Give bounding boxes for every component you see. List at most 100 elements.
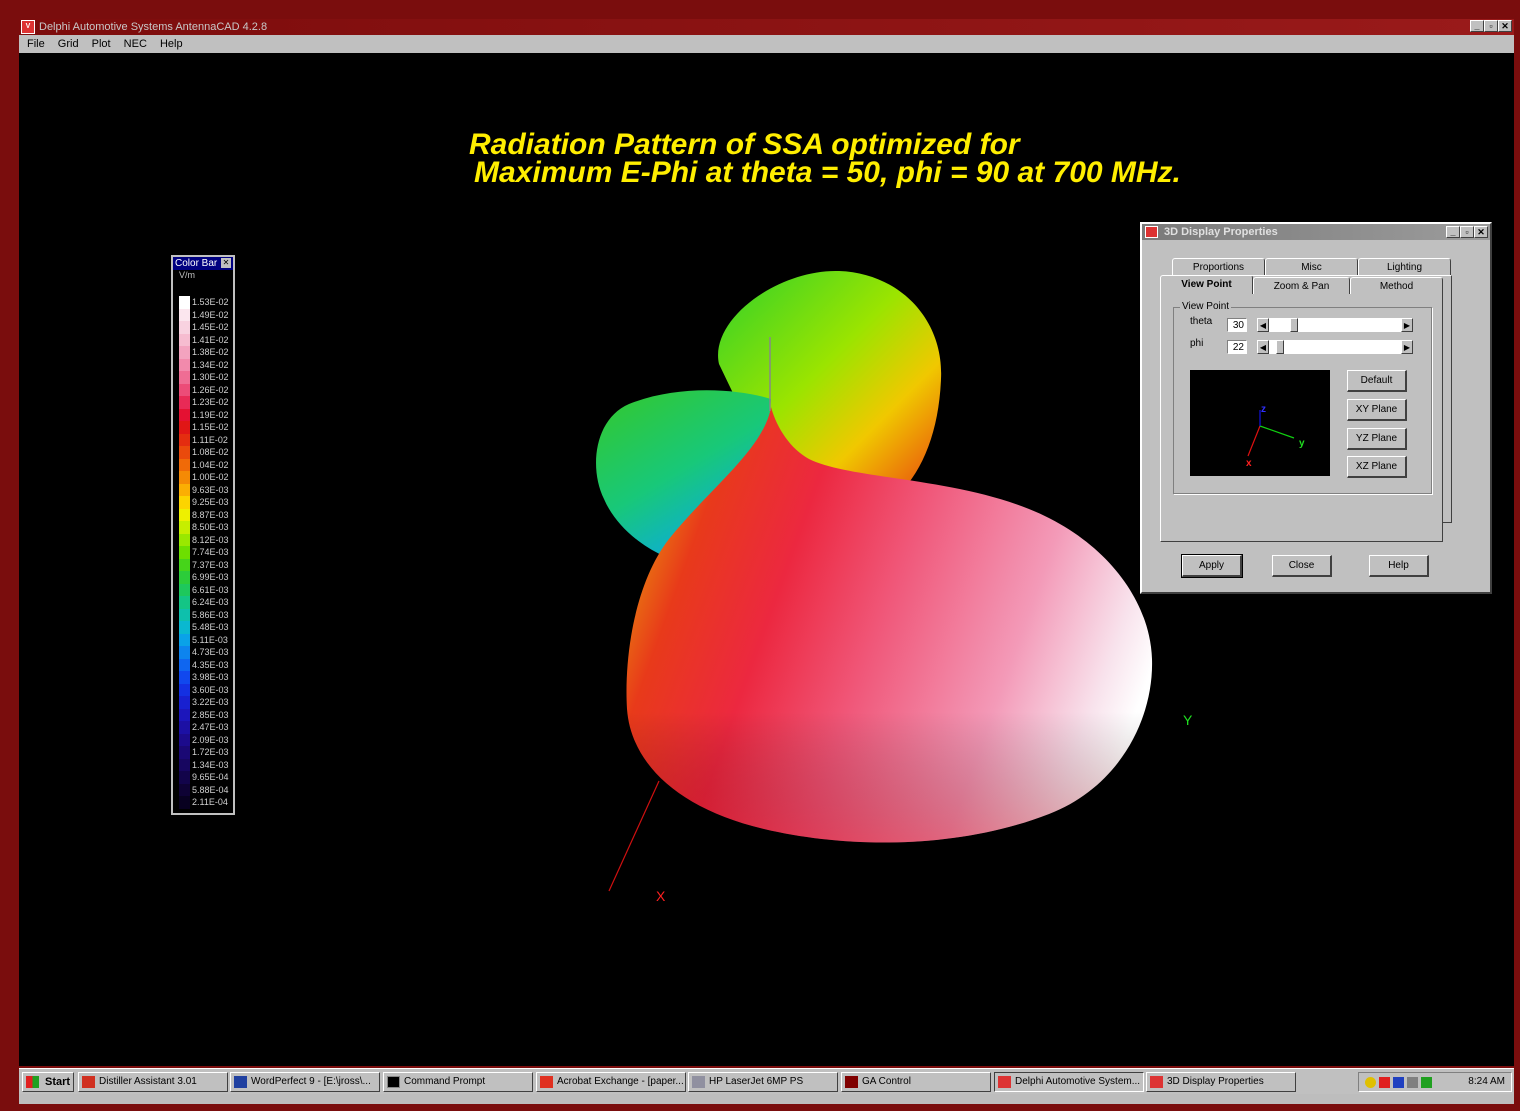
status-icon[interactable] bbox=[1421, 1077, 1432, 1088]
menu-help[interactable]: Help bbox=[159, 38, 183, 50]
color-swatch bbox=[179, 458, 190, 471]
tab-zoom-pan[interactable]: Zoom & Pan bbox=[1253, 277, 1350, 294]
color-bar-label: 2.11E-04 bbox=[192, 797, 228, 808]
tab-proportions[interactable]: Proportions bbox=[1172, 258, 1265, 275]
yz-plane-button[interactable]: YZ Plane bbox=[1347, 428, 1407, 450]
color-bar-row: 2.09E-03 bbox=[179, 733, 229, 746]
color-bar-label: 7.37E-03 bbox=[192, 559, 229, 570]
plot-title-line2: Maximum E-Phi at theta = 50, phi = 90 at… bbox=[474, 156, 1181, 189]
maximize-button[interactable]: ▫ bbox=[1484, 20, 1498, 32]
color-swatch bbox=[179, 396, 190, 409]
color-bar-row: 1.34E-02 bbox=[179, 358, 229, 371]
theta-input[interactable]: 30 bbox=[1227, 318, 1247, 332]
radiation-pattern-plot[interactable] bbox=[19, 19, 1514, 1066]
theta-left-arrow-icon[interactable]: ◀ bbox=[1257, 318, 1269, 332]
color-bar-label: 1.34E-03 bbox=[192, 759, 229, 770]
start-button[interactable]: Start bbox=[22, 1072, 74, 1092]
phi-left-arrow-icon[interactable]: ◀ bbox=[1257, 340, 1269, 354]
printer-icon bbox=[692, 1076, 705, 1088]
color-bar-row: 9.25E-03 bbox=[179, 496, 229, 509]
phi-input[interactable]: 22 bbox=[1227, 340, 1247, 354]
dialog-maximize-button[interactable]: ▫ bbox=[1460, 226, 1474, 238]
color-bar-label: 2.09E-03 bbox=[192, 734, 229, 745]
color-bar-row: 3.98E-03 bbox=[179, 671, 229, 684]
color-bar-label: 2.85E-03 bbox=[192, 709, 229, 720]
theta-right-arrow-icon[interactable]: ▶ bbox=[1401, 318, 1413, 332]
color-bar-label: 7.74E-03 bbox=[192, 547, 229, 558]
color-swatch bbox=[179, 496, 190, 509]
color-bar-label: 8.87E-03 bbox=[192, 509, 229, 520]
taskbar-item-wordperfect[interactable]: WordPerfect 9 - [E:\jross\... bbox=[230, 1072, 380, 1092]
default-button[interactable]: Default bbox=[1347, 370, 1407, 392]
color-swatch bbox=[179, 383, 190, 396]
menu-nec[interactable]: NEC bbox=[123, 38, 147, 50]
tab-method[interactable]: Method bbox=[1350, 277, 1443, 294]
taskbar-item-command-prompt[interactable]: Command Prompt bbox=[383, 1072, 533, 1092]
x-axis-label: X bbox=[656, 888, 666, 904]
theta-slider[interactable]: ◀ ▶ bbox=[1257, 318, 1413, 332]
dialog-close-button[interactable]: ✕ bbox=[1474, 226, 1488, 238]
tab-misc[interactable]: Misc bbox=[1265, 258, 1358, 275]
network-icon[interactable] bbox=[1407, 1077, 1418, 1088]
color-swatch bbox=[179, 571, 190, 584]
taskbar-item-ga-control[interactable]: GA Control bbox=[841, 1072, 991, 1092]
y-axis-label: Y bbox=[1183, 712, 1193, 728]
color-bar-scale: 1.53E-02 1.49E-02 1.45E-02 1.41E-02 1.38E-02… bbox=[179, 296, 229, 809]
help-button[interactable]: Help bbox=[1369, 555, 1429, 577]
phi-slider-thumb[interactable] bbox=[1276, 340, 1285, 354]
color-swatch bbox=[179, 633, 190, 646]
color-swatch bbox=[179, 521, 190, 534]
theta-slider-thumb[interactable] bbox=[1290, 318, 1299, 332]
shield-icon[interactable] bbox=[1393, 1077, 1404, 1088]
xz-plane-button[interactable]: XZ Plane bbox=[1347, 456, 1407, 478]
color-bar-label: 3.22E-03 bbox=[192, 697, 229, 708]
color-bar-row: 9.63E-03 bbox=[179, 483, 229, 496]
phi-slider[interactable]: ◀ ▶ bbox=[1257, 340, 1413, 354]
phi-right-arrow-icon[interactable]: ▶ bbox=[1401, 340, 1413, 354]
color-bar-row: 1.49E-02 bbox=[179, 308, 229, 321]
color-swatch bbox=[179, 583, 190, 596]
close-dialog-button[interactable]: Close bbox=[1272, 555, 1332, 577]
theta-label: theta bbox=[1190, 316, 1213, 327]
close-button[interactable]: ✕ bbox=[1498, 20, 1512, 32]
color-bar-label: 1.41E-02 bbox=[192, 334, 229, 345]
color-swatch bbox=[179, 771, 190, 784]
speaker-icon[interactable] bbox=[1365, 1077, 1376, 1088]
app-icon: V bbox=[21, 20, 35, 34]
taskbar-item-antennacad[interactable]: Delphi Automotive System... bbox=[994, 1072, 1144, 1092]
menu-file[interactable]: File bbox=[27, 38, 45, 50]
dialog-titlebar[interactable]: 3D Display Properties _ ▫ ✕ bbox=[1142, 224, 1490, 240]
dialog-minimize-button[interactable]: _ bbox=[1446, 226, 1460, 238]
tab-view-point[interactable]: View Point bbox=[1160, 275, 1253, 294]
taskbar-item-acrobat[interactable]: Acrobat Exchange - [paper... bbox=[536, 1072, 686, 1092]
taskbar-item-distiller[interactable]: Distiller Assistant 3.01 bbox=[78, 1072, 228, 1092]
color-bar-label: 1.15E-02 bbox=[192, 422, 229, 433]
color-swatch bbox=[179, 296, 190, 309]
plot-title: Radiation Pattern of SSA optimized for M… bbox=[469, 130, 1469, 189]
color-bar-label: 5.48E-03 bbox=[192, 622, 229, 633]
acrobat-tray-icon[interactable] bbox=[1379, 1077, 1390, 1088]
taskbar-item-3d-display[interactable]: 3D Display Properties bbox=[1146, 1072, 1296, 1092]
apply-button[interactable]: Apply bbox=[1181, 554, 1243, 578]
color-swatch bbox=[179, 446, 190, 459]
color-bar-close-icon[interactable]: ✕ bbox=[221, 258, 231, 268]
menu-grid[interactable]: Grid bbox=[57, 38, 79, 50]
tab-lighting[interactable]: Lighting bbox=[1358, 258, 1451, 275]
menu-bar: File Grid Plot NEC Help bbox=[19, 35, 1514, 53]
color-swatch bbox=[179, 433, 190, 446]
color-swatch bbox=[179, 546, 190, 559]
title-bar[interactable]: V Delphi Automotive Systems AntennaCAD 4… bbox=[19, 19, 1514, 35]
color-swatch bbox=[179, 333, 190, 346]
color-bar-window[interactable]: Color Bar ✕ V/m 1.53E-02 1.49E-02 1.45E-02… bbox=[171, 255, 235, 815]
color-bar-titlebar[interactable]: Color Bar ✕ bbox=[173, 257, 233, 270]
view-point-group-label: View Point bbox=[1180, 301, 1232, 312]
menu-plot[interactable]: Plot bbox=[91, 38, 111, 50]
acrobat-icon bbox=[540, 1076, 553, 1088]
color-swatch bbox=[179, 308, 190, 321]
color-bar-row: 1.53E-02 bbox=[179, 296, 229, 309]
minimize-button[interactable]: _ bbox=[1470, 20, 1484, 32]
color-swatch bbox=[179, 683, 190, 696]
xy-plane-button[interactable]: XY Plane bbox=[1347, 399, 1407, 421]
color-bar-row: 1.34E-03 bbox=[179, 758, 229, 771]
taskbar-item-printer[interactable]: HP LaserJet 6MP PS bbox=[688, 1072, 838, 1092]
